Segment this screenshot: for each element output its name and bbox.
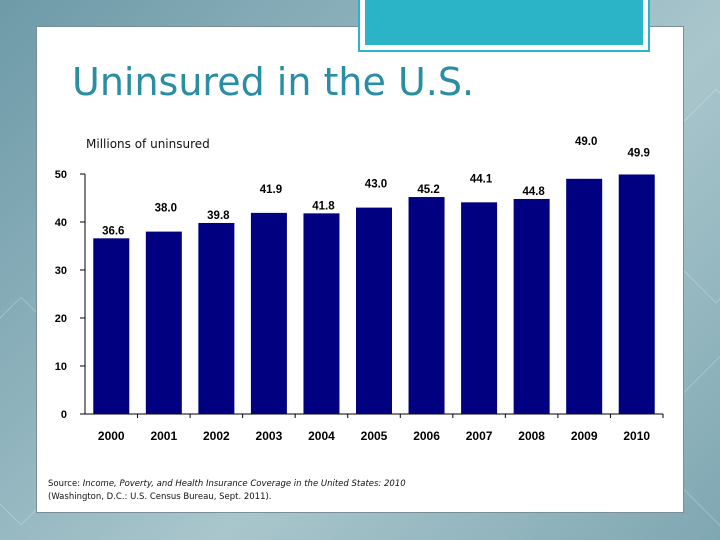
data-label: 49.0 <box>575 136 597 148</box>
y-tick-label: 10 <box>55 361 67 373</box>
data-label: 45.2 <box>417 184 439 196</box>
x-tick-label: 2003 <box>256 429 283 443</box>
x-tick-label: 2004 <box>308 429 335 443</box>
y-tick-label: 40 <box>55 217 67 229</box>
x-tick-label: 2005 <box>361 429 388 443</box>
bar-2005 <box>356 207 392 414</box>
x-tick-label: 2010 <box>623 429 650 443</box>
data-label: 41.9 <box>260 184 282 196</box>
bar-2006 <box>408 197 445 414</box>
bar-2003 <box>250 212 287 414</box>
y-tick-label: 0 <box>61 409 67 421</box>
slide-title: Uninsured in the U.S. <box>72 60 475 104</box>
bar-2007 <box>461 202 498 414</box>
chart-subtitle: Millions of uninsured <box>86 137 210 151</box>
bar-2002 <box>198 222 235 414</box>
data-label: 41.8 <box>312 200 335 212</box>
data-label: 44.8 <box>522 186 545 198</box>
x-tick-label: 2008 <box>518 429 545 443</box>
source-detail: (Washington, D.C.: U.S. Census Bureau, S… <box>48 492 272 502</box>
source-prefix: Source: <box>48 479 83 489</box>
data-label: 38.0 <box>155 203 177 215</box>
bar-2004 <box>303 213 340 414</box>
data-label: 36.6 <box>102 225 124 237</box>
y-tick-label: 50 <box>55 169 67 181</box>
bar-2009 <box>566 178 603 414</box>
x-tick-label: 2006 <box>413 429 440 443</box>
data-label: 43.0 <box>365 179 387 191</box>
data-label: 44.1 <box>470 173 493 185</box>
x-tick-label: 2007 <box>466 429 493 443</box>
x-tick-label: 2002 <box>203 429 230 443</box>
data-label: 39.8 <box>207 210 230 222</box>
bar-2000 <box>93 238 130 414</box>
title-tab-fill <box>365 0 643 45</box>
y-tick-label: 20 <box>55 313 67 325</box>
y-tick-label: 30 <box>55 265 67 277</box>
source-note: Source: Income, Poverty, and Health Insu… <box>48 478 448 504</box>
bar-2008 <box>513 198 550 414</box>
data-label: 49.9 <box>628 147 650 159</box>
title-tab-decoration <box>358 0 650 52</box>
x-tick-label: 2001 <box>150 429 177 443</box>
bar-2001 <box>145 231 182 414</box>
x-tick-label: 2009 <box>571 429 598 443</box>
bar-2010 <box>618 174 655 414</box>
source-title: Income, Poverty, and Health Insurance Co… <box>82 479 406 489</box>
x-tick-label: 2000 <box>98 429 125 443</box>
